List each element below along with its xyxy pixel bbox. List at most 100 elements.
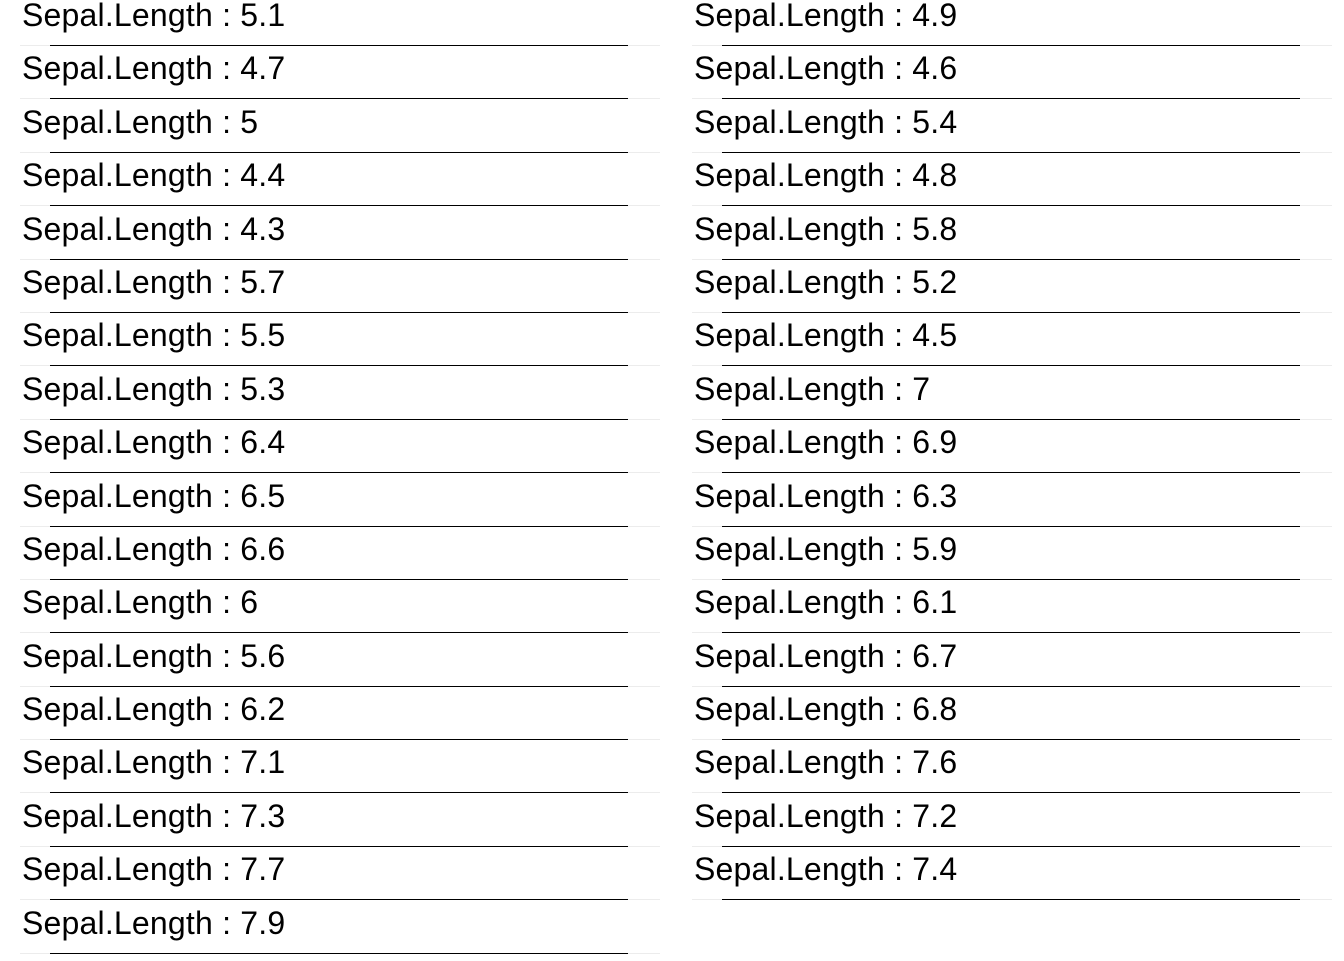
sepal-length-label: Sepal.Length : 7.2 [694,797,958,834]
sepal-length-label: Sepal.Length : 7.7 [22,851,286,888]
list-item: Sepal.Length : 5.5 [20,317,660,373]
list-item: Sepal.Length : 6.5 [20,478,660,534]
list-item: Sepal.Length : 4.8 [692,157,1332,213]
sepal-length-label: Sepal.Length : 5.6 [22,637,286,674]
sepal-length-label: Sepal.Length : 5 [22,103,259,140]
row-divider [722,632,1300,634]
list-item: Sepal.Length : 5 [20,104,660,160]
list-item: Sepal.Length : 5.9 [692,531,1332,587]
list-item: Sepal.Length : 6 [20,584,660,640]
sepal-length-label: Sepal.Length : 6.1 [694,584,958,621]
list-item: Sepal.Length : 7.1 [20,744,660,800]
sepal-length-label: Sepal.Length : 5.8 [694,210,958,247]
list-item: Sepal.Length : 6.4 [20,424,660,480]
list-item: Sepal.Length : 4.7 [20,50,660,106]
row-divider [722,365,1300,367]
list-item: Sepal.Length : 7.4 [692,851,1332,907]
sepal-length-label: Sepal.Length : 6.5 [22,477,286,514]
row-divider [722,845,1300,847]
sepal-length-label: Sepal.Length : 6.9 [694,424,958,461]
row-divider [722,151,1300,153]
sepal-length-label: Sepal.Length : 4.8 [694,157,958,194]
sepal-length-label: Sepal.Length : 5.9 [694,530,958,567]
list-item: Sepal.Length : 7.9 [20,905,660,961]
list-item: Sepal.Length : 6.8 [692,691,1332,747]
row-divider [50,472,628,474]
list-item: Sepal.Length : 6.3 [692,478,1332,534]
list-item: Sepal.Length : 6.1 [692,584,1332,640]
row-divider [50,525,628,527]
sepal-length-label: Sepal.Length : 6.2 [22,691,286,728]
sepal-length-label: Sepal.Length : 4.6 [694,50,958,87]
list-item: Sepal.Length : 5.8 [692,211,1332,267]
row-divider [722,578,1300,580]
row-divider [50,98,628,100]
row-divider [50,311,628,313]
row-divider [50,899,628,901]
row-divider [722,685,1300,687]
sepal-length-label: Sepal.Length : 4.3 [22,210,286,247]
sepal-length-label: Sepal.Length : 5.3 [22,370,286,407]
row-divider [722,205,1300,207]
right-column: Sepal.Length : 4.9 Sepal.Length : 4.6 Sepa… [692,0,1332,908]
list-item: Sepal.Length : 6.2 [20,691,660,747]
list-item: Sepal.Length : 7.7 [20,851,660,907]
sepal-length-label: Sepal.Length : 7.6 [694,744,958,781]
list-item: Sepal.Length : 4.9 [692,0,1332,53]
sepal-length-label: Sepal.Length : 6.6 [22,530,286,567]
row-divider [50,632,628,634]
row-divider [722,418,1300,420]
row-divider [722,258,1300,260]
row-divider [50,685,628,687]
row-divider [722,45,1300,46]
sepal-length-label: Sepal.Length : 4.5 [694,317,958,354]
sepal-length-label: Sepal.Length : 7.3 [22,797,286,834]
sepal-length-label: Sepal.Length : 5.5 [22,317,286,354]
list-item: Sepal.Length : 4.5 [692,317,1332,373]
row-divider [722,311,1300,313]
row-divider [50,45,628,46]
list-item: Sepal.Length : 7.3 [20,798,660,854]
sepal-length-label: Sepal.Length : 4.9 [694,0,958,33]
sepal-length-label: Sepal.Length : 4.7 [22,50,286,87]
sepal-length-label: Sepal.Length : 6.7 [694,637,958,674]
row-divider [722,739,1300,741]
row-divider [722,472,1300,474]
list-item: Sepal.Length : 6.6 [20,531,660,587]
list-item: Sepal.Length : 6.9 [692,424,1332,480]
sepal-length-label: Sepal.Length : 6.4 [22,424,286,461]
list-item: Sepal.Length : 7 [692,371,1332,427]
sepal-length-label: Sepal.Length : 5.2 [694,263,958,300]
sepal-length-label: Sepal.Length : 5.1 [22,0,286,33]
row-divider [722,792,1300,794]
list-item: Sepal.Length : 4.4 [20,157,660,213]
list-item: Sepal.Length : 7.6 [692,744,1332,800]
list-item: Sepal.Length : 5.4 [692,104,1332,160]
row-divider [50,151,628,153]
list-item: Sepal.Length : 7.2 [692,798,1332,854]
row-divider [722,98,1300,100]
list-item: Sepal.Length : 4.3 [20,211,660,267]
sepal-length-label: Sepal.Length : 7.4 [694,851,958,888]
row-divider [50,792,628,794]
sepal-length-label: Sepal.Length : 6 [22,584,259,621]
sepal-length-label: Sepal.Length : 6.3 [694,477,958,514]
list-item: Sepal.Length : 5.2 [692,264,1332,320]
list-item: Sepal.Length : 4.6 [692,50,1332,106]
row-divider [50,365,628,367]
list-item: Sepal.Length : 5.6 [20,638,660,694]
list-item: Sepal.Length : 5.7 [20,264,660,320]
row-divider [50,258,628,260]
sepal-length-label: Sepal.Length : 5.7 [22,263,286,300]
row-divider [50,205,628,207]
sepal-length-label: Sepal.Length : 4.4 [22,157,286,194]
list-item: Sepal.Length : 5.1 [20,0,660,53]
row-divider [722,525,1300,527]
list-item: Sepal.Length : 5.3 [20,371,660,427]
row-divider [50,739,628,741]
row-divider [50,845,628,847]
left-column: Sepal.Length : 5.1 Sepal.Length : 4.7 Sepa… [20,0,660,961]
sepal-length-label: Sepal.Length : 5.4 [694,103,958,140]
list-item: Sepal.Length : 6.7 [692,638,1332,694]
row-divider [50,418,628,420]
